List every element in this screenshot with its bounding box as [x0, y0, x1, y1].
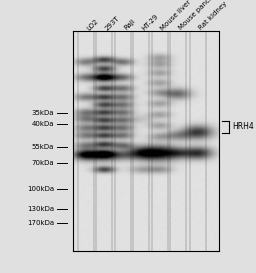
Text: 130kDa: 130kDa — [27, 206, 54, 212]
Text: 55kDa: 55kDa — [31, 144, 54, 150]
Text: Mouse pancreas: Mouse pancreas — [178, 0, 222, 31]
Text: HT-29: HT-29 — [141, 13, 160, 31]
Text: Rat kidney: Rat kidney — [198, 1, 229, 31]
Text: 40kDa: 40kDa — [31, 121, 54, 127]
Text: 100kDa: 100kDa — [27, 186, 54, 192]
Text: LO2: LO2 — [86, 18, 99, 31]
Text: 35kDa: 35kDa — [31, 110, 54, 116]
Text: 293T: 293T — [104, 15, 121, 31]
Text: 70kDa: 70kDa — [31, 160, 54, 166]
Text: HRH4: HRH4 — [232, 123, 254, 132]
Text: Mouse liver: Mouse liver — [160, 0, 192, 31]
Text: Raji: Raji — [123, 18, 136, 31]
Text: 170kDa: 170kDa — [27, 219, 54, 225]
